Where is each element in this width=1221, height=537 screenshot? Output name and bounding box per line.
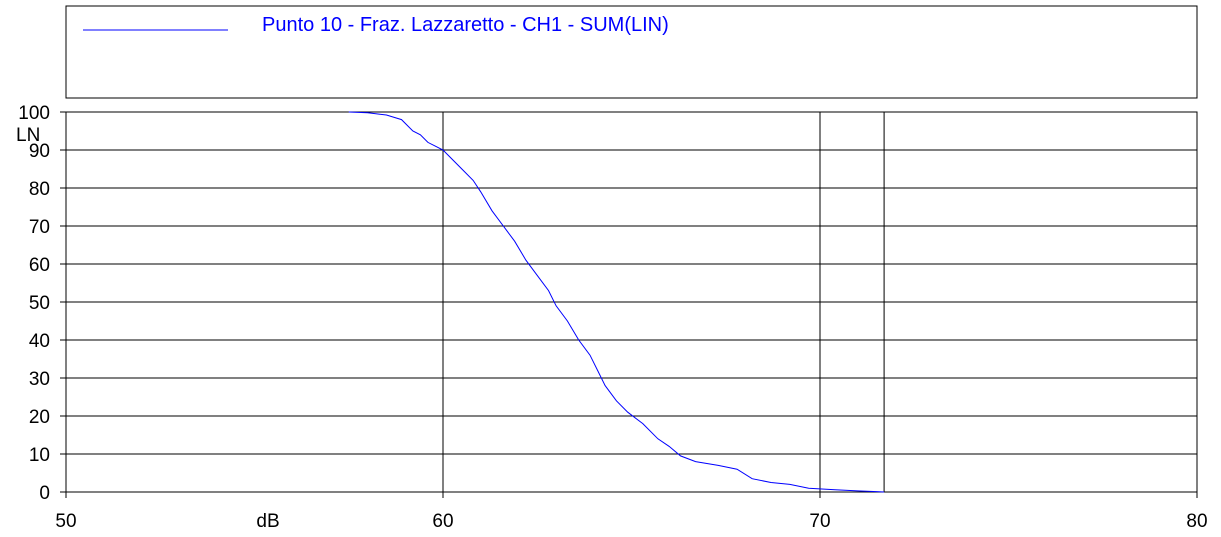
y-tick-label: 100 [18,103,50,124]
y-axis-label: LN [16,125,40,146]
y-tick-label: 70 [29,217,50,238]
grid [66,112,1197,492]
series-line [348,111,885,493]
y-tick-label: 90 [29,141,50,162]
y-axis-ticks: 0 10 20 30 40 50 60 70 80 90 100 [18,103,66,504]
y-tick-label: 40 [29,331,50,352]
x-tick-label: 50 [55,511,76,532]
x-axis-label: dB [256,511,279,532]
y-tick-label: 80 [29,179,50,200]
y-tick-label: 60 [29,255,50,276]
y-tick-label: 20 [29,407,50,428]
x-axis-ticks: 50 60 70 80 [55,492,1208,532]
x-tick-label: 80 [1186,511,1207,532]
legend: Punto 10 - Fraz. Lazzaretto - CH1 - SUM(… [65,5,1198,99]
y-tick-label: 0 [39,483,50,504]
x-tick-label: 70 [809,511,830,532]
x-tick-label: 60 [432,511,453,532]
legend-box [65,5,1198,99]
y-tick-label: 30 [29,369,50,390]
legend-label: Punto 10 - Fraz. Lazzaretto - CH1 - SUM(… [262,14,669,36]
y-tick-label: 10 [29,445,50,466]
y-tick-label: 50 [29,293,50,314]
